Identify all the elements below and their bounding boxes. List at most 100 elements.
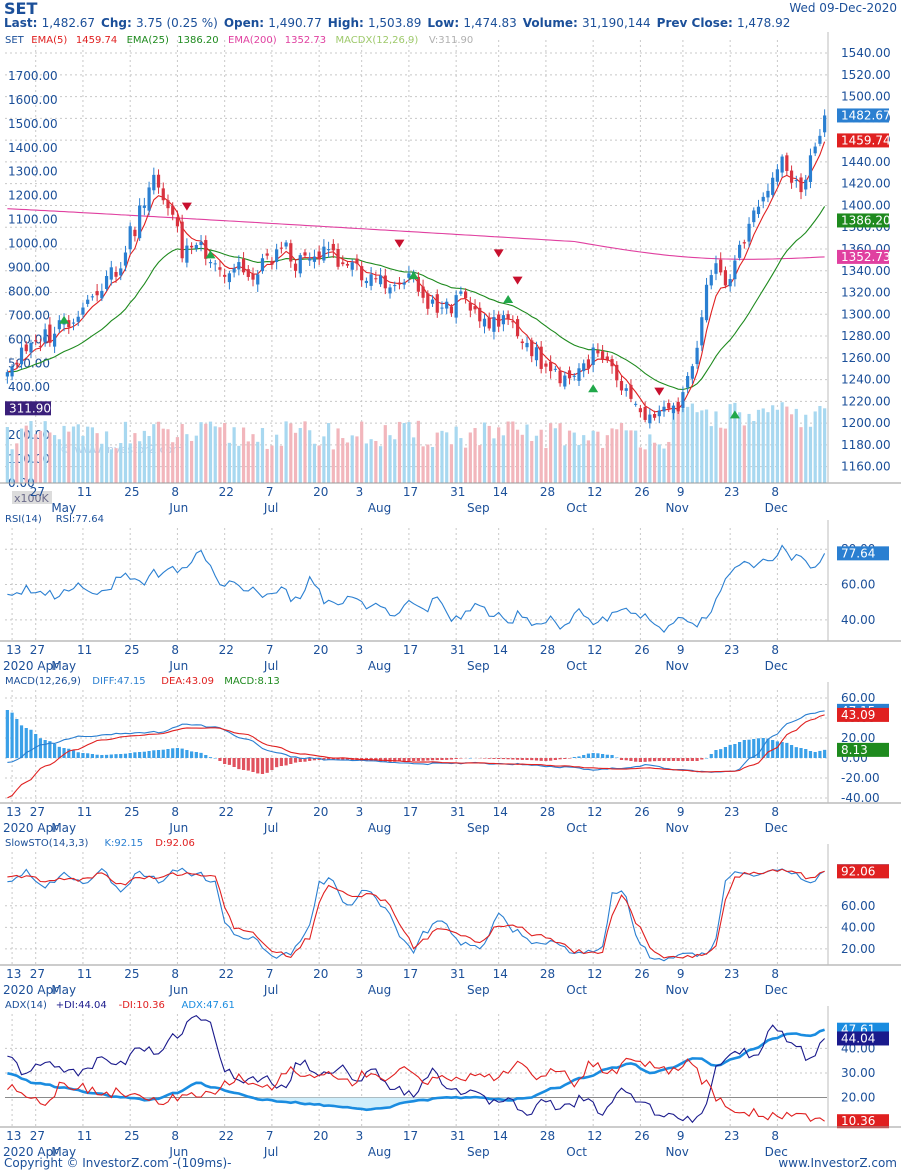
candle-body [293,263,298,271]
candle-body [350,262,354,270]
macd-histogram-bar [530,758,534,761]
macd-histogram-bar [237,758,241,770]
y-tick-label: 1200.00 [841,416,891,430]
x-tick-label: 20 [313,1129,328,1143]
macd-histogram-bar [331,758,335,760]
macd-histogram-bar [742,740,746,758]
macd-histogram-bar [416,758,420,761]
candle-body [383,275,387,289]
macd-histogram-bar [114,754,118,758]
volume-bar [331,449,335,483]
macd-histogram-bar [567,758,572,759]
macd-histogram-bar [799,748,803,758]
candle-body [808,155,813,182]
candle-body [615,364,619,381]
x-month-label: May [51,983,76,997]
x-tick-label: 26 [634,485,649,499]
macd-dea-line [7,714,825,799]
candle-body [331,243,335,251]
vol-tick-label: 1500.00 [8,117,58,131]
volume-bar [605,435,609,483]
value-tag-bg [837,742,889,757]
ema200-line [7,208,825,260]
x-tick-label: 28 [540,485,555,499]
x-month-label: Nov [665,1145,688,1159]
macd-histogram-bar [15,719,19,758]
candle-body [208,262,213,264]
x-month-label: Aug [368,659,391,673]
macd-histogram-bar [624,758,628,761]
volume-bar [227,442,231,483]
candle-body [771,177,775,195]
volume-bar [100,443,104,483]
candle-body [577,368,581,381]
macd-histogram-bar [553,758,557,760]
volume-unit-bg [12,491,52,504]
candle-body [511,321,515,323]
macd-histogram-bar [223,758,227,764]
candle-body [742,242,746,244]
candle-body [204,240,208,259]
volume-bar [577,444,581,483]
macd-histogram-bar [190,751,194,758]
macd-histogram-bar [232,758,236,767]
volume-bar [53,435,57,483]
macd-histogram-bar [312,758,317,761]
candle-body [468,302,472,311]
buy-signal-marker [408,271,419,280]
macd-histogram-bar [185,750,189,758]
x-tick-label: 14 [493,643,508,657]
y-tick-label: 1420.00 [841,177,891,191]
x-tick-label: 12 [587,485,602,499]
macd-histogram-bar [686,758,690,761]
volume-bar [662,448,666,483]
candle-body [671,405,676,414]
x-month-label: Dec [765,501,788,515]
x-tick-label: 22 [219,967,234,981]
volume-bar [530,440,534,483]
value-tag-text: 1352.73 [841,250,891,264]
candle-body [114,271,118,277]
volume-bar [506,421,510,483]
buy-signal-marker [588,384,599,393]
volume-bar [204,423,208,483]
candle-body [317,251,321,260]
x-month-label: Sep [467,983,490,997]
candle-body [402,282,406,285]
candle-body [303,252,307,256]
x-month-label: Jul [263,983,278,997]
volume-bar [397,421,402,483]
volume-bar [804,414,808,483]
vol-tick-label: 700.00 [8,308,50,322]
volume-bar [246,441,250,483]
volume-tag-bg [5,401,51,416]
macd-histogram-bar [421,758,425,761]
x-tick-label: 25 [124,643,139,657]
macd-histogram-bar [81,753,85,758]
site-link[interactable]: www.InvestorZ.com [778,1156,897,1170]
candle-body [426,293,430,309]
volume-bar [19,428,24,483]
macd-histogram-bar [780,742,784,758]
value-tag-bg [837,1031,889,1046]
x-tick-label: 26 [634,967,649,981]
x-tick-label: 27 [30,485,45,499]
x-tick-label: 20 [313,967,328,981]
candle-body [24,344,28,352]
candle-body [104,275,109,289]
macd-histogram-bar [199,752,203,758]
macd-histogram-bar [771,740,775,758]
macd-histogram-bar [648,758,652,762]
candle-body [147,187,151,211]
value-tag-bg [837,864,889,879]
buy-signal-marker [205,250,216,259]
macd-histogram-bar [34,734,38,758]
macd-histogram-bar [482,758,487,759]
macd-histogram-bar [619,758,624,760]
value-tag-bg [837,249,889,264]
candle-body [544,363,548,367]
volume-bar [671,405,676,483]
legend-item: K:92.15 [105,838,144,849]
candle-body [5,372,9,377]
